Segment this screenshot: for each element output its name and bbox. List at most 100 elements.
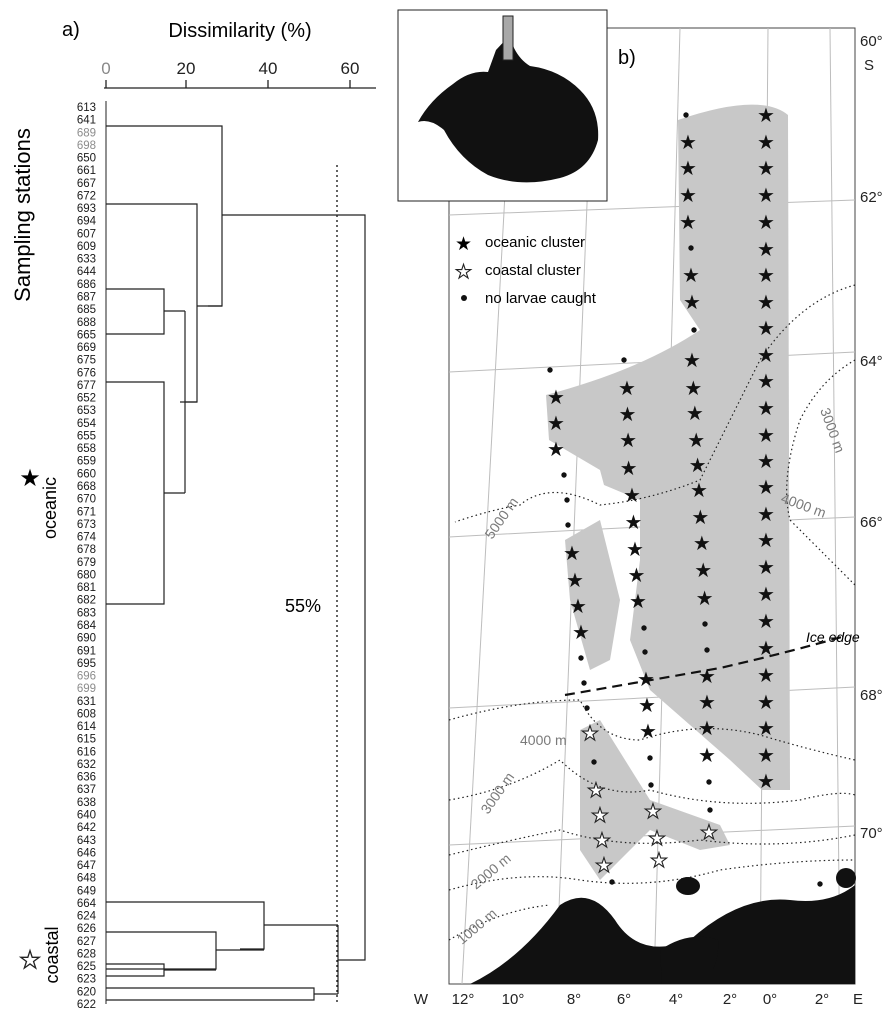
oceanic-station-star-icon: ★ xyxy=(639,721,657,743)
study-area-marker xyxy=(502,15,514,61)
station-label: 632 xyxy=(77,759,96,771)
station-label: 640 xyxy=(77,810,96,822)
no-larvae-dot xyxy=(578,655,584,661)
lat-label: 66° xyxy=(860,514,882,531)
y-axis-title: Sampling stations xyxy=(10,128,35,302)
station-label: 648 xyxy=(77,873,96,885)
lon-label: 6° xyxy=(617,991,631,1008)
station-label: 637 xyxy=(77,784,96,796)
no-larvae-dot xyxy=(691,327,697,333)
oceanic-station-star-icon: ★ xyxy=(679,185,697,207)
no-larvae-dot xyxy=(547,367,553,373)
station-label: 693 xyxy=(77,203,96,215)
isobaths xyxy=(448,284,856,941)
oceanic-station-star-icon: ★ xyxy=(686,403,704,425)
station-label: 614 xyxy=(77,721,97,733)
no-larvae-dot xyxy=(648,782,654,788)
panel-a-dendrogram: a) Dissimilarity (%) 0 20 40 60 Sampling st… xyxy=(10,19,376,1011)
antarctica-silhouette-icon xyxy=(418,35,599,183)
oceanic-station-star-icon: ★ xyxy=(757,477,775,499)
oceanic-station-star-icon: ★ xyxy=(626,539,644,561)
no-larvae-dot xyxy=(641,625,647,631)
station-label: 696 xyxy=(77,671,96,683)
cluster-label-oceanic: oceanic xyxy=(40,477,60,539)
station-label: 674 xyxy=(77,532,97,544)
coastal-station-star-icon: ★ xyxy=(593,830,611,852)
station-label: 675 xyxy=(77,355,96,367)
panel-b-label: b) xyxy=(618,47,636,69)
station-label: 670 xyxy=(77,494,96,506)
station-label: 698 xyxy=(77,140,96,152)
station-label: 699 xyxy=(77,683,96,695)
station-label: 625 xyxy=(77,961,96,973)
lon-label: 2° xyxy=(815,991,829,1008)
station-label: 665 xyxy=(77,329,96,341)
oceanic-station-star-icon: ★ xyxy=(757,504,775,526)
legend-oceanic-star-icon: ★ xyxy=(455,234,472,255)
no-larvae-dot xyxy=(688,245,694,251)
legend-dot-icon xyxy=(461,295,467,301)
oceanic-station-star-icon: ★ xyxy=(757,345,775,367)
station-label: 676 xyxy=(77,367,96,379)
station-label: 686 xyxy=(77,279,96,291)
station-label: 613 xyxy=(77,102,96,114)
oceanic-station-star-icon: ★ xyxy=(683,292,701,314)
station-label: 687 xyxy=(77,292,96,304)
oceanic-station-star-icon: ★ xyxy=(679,132,697,154)
no-larvae-dot xyxy=(581,680,587,686)
station-label: 641 xyxy=(77,115,96,127)
lon-label: 0° xyxy=(763,991,777,1008)
lon-label: 8° xyxy=(567,991,581,1008)
station-label: 690 xyxy=(77,633,96,645)
no-larvae-dot xyxy=(706,779,712,785)
oceanic-station-star-icon: ★ xyxy=(757,132,775,154)
station-label: 626 xyxy=(77,923,96,935)
oceanic-star-icon: ★ xyxy=(19,465,41,492)
oceanic-station-star-icon: ★ xyxy=(696,588,714,610)
station-label: 658 xyxy=(77,443,96,455)
station-label: 647 xyxy=(77,860,96,872)
station-label: 631 xyxy=(77,696,96,708)
station-label: 664 xyxy=(77,898,97,910)
station-label: 672 xyxy=(77,190,96,202)
station-label: 667 xyxy=(77,178,96,190)
cluster-label-coastal: coastal xyxy=(42,926,62,983)
axis-title: Dissimilarity (%) xyxy=(168,20,311,42)
no-larvae-dot xyxy=(609,879,615,885)
oceanic-station-star-icon: ★ xyxy=(757,665,775,687)
station-label: 633 xyxy=(77,254,96,266)
lon-label: 12° xyxy=(452,991,475,1008)
no-larvae-dot xyxy=(561,472,567,478)
oceanic-station-star-icon: ★ xyxy=(757,371,775,393)
ice-edge-line xyxy=(564,634,846,697)
coastal-station-star-icon: ★ xyxy=(587,780,605,802)
oceanic-station-star-icon: ★ xyxy=(757,638,775,660)
oceanic-station-star-icon: ★ xyxy=(757,158,775,180)
oceanic-station-star-icon: ★ xyxy=(698,666,716,688)
coastal-station-star-icon: ★ xyxy=(595,855,613,877)
oceanic-station-star-icon: ★ xyxy=(757,292,775,314)
lat-label: 60° xyxy=(860,33,882,50)
oceanic-station-star-icon: ★ xyxy=(689,455,707,477)
station-label: 661 xyxy=(77,165,96,177)
station-label: 646 xyxy=(77,847,96,859)
oceanic-station-star-icon: ★ xyxy=(572,622,590,644)
station-label: 659 xyxy=(77,456,96,468)
lat-label: 62° xyxy=(860,189,882,206)
station-label: 668 xyxy=(77,481,96,493)
station-label: 678 xyxy=(77,544,96,556)
station-label: 607 xyxy=(77,228,96,240)
station-label: 608 xyxy=(77,708,96,720)
x-axis-ticks: 0 20 40 60 xyxy=(101,59,359,88)
oceanic-station-star-icon: ★ xyxy=(566,570,584,592)
station-label: 616 xyxy=(77,746,96,758)
coastal-station-star-icon: ★ xyxy=(581,723,599,745)
station-label: 655 xyxy=(77,431,96,443)
station-label: 615 xyxy=(77,734,96,746)
legend-oceanic-label: oceanic cluster xyxy=(485,234,585,251)
antarctic-coastline xyxy=(449,868,856,984)
shaded-oceanic-region xyxy=(546,104,790,880)
lat-labels: 60° 62° 64° 66° 68° 70° S xyxy=(860,33,882,842)
oceanic-station-star-icon: ★ xyxy=(757,611,775,633)
station-label: 688 xyxy=(77,317,96,329)
